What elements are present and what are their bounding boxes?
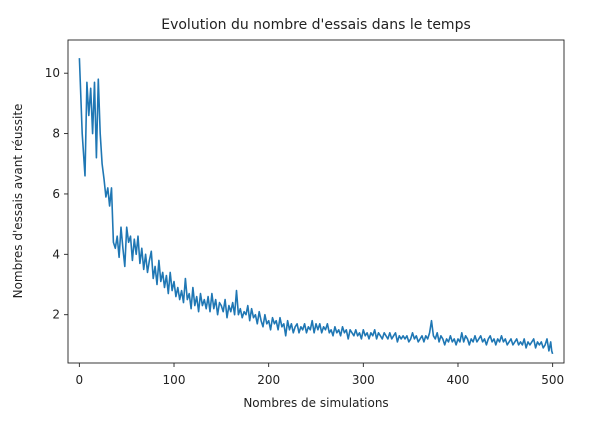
y-tick-label: 4 (52, 247, 60, 261)
y-tick-label: 8 (52, 127, 60, 141)
x-tick-label: 400 (447, 373, 470, 387)
x-axis-label: Nombres de simulations (243, 396, 388, 410)
x-tick-label: 200 (257, 373, 280, 387)
y-axis: 2 4 6 8 10 (45, 66, 68, 322)
y-axis-label: Nombres d'essais avant réussite (11, 104, 25, 299)
x-tick-label: 300 (352, 373, 375, 387)
x-axis: 0 100 200 300 400 500 (76, 363, 564, 387)
x-tick-label: 0 (76, 373, 84, 387)
y-tick-label: 6 (52, 187, 60, 201)
plot-frame (67, 39, 565, 364)
y-tick-label: 10 (45, 66, 60, 80)
x-tick-label: 500 (541, 373, 564, 387)
x-tick-label: 100 (163, 373, 186, 387)
chart-title: Evolution du nombre d'essais dans le tem… (161, 17, 471, 33)
series-line-0 (78, 58, 554, 355)
plot-area (78, 58, 554, 355)
y-tick-label: 2 (52, 308, 60, 322)
